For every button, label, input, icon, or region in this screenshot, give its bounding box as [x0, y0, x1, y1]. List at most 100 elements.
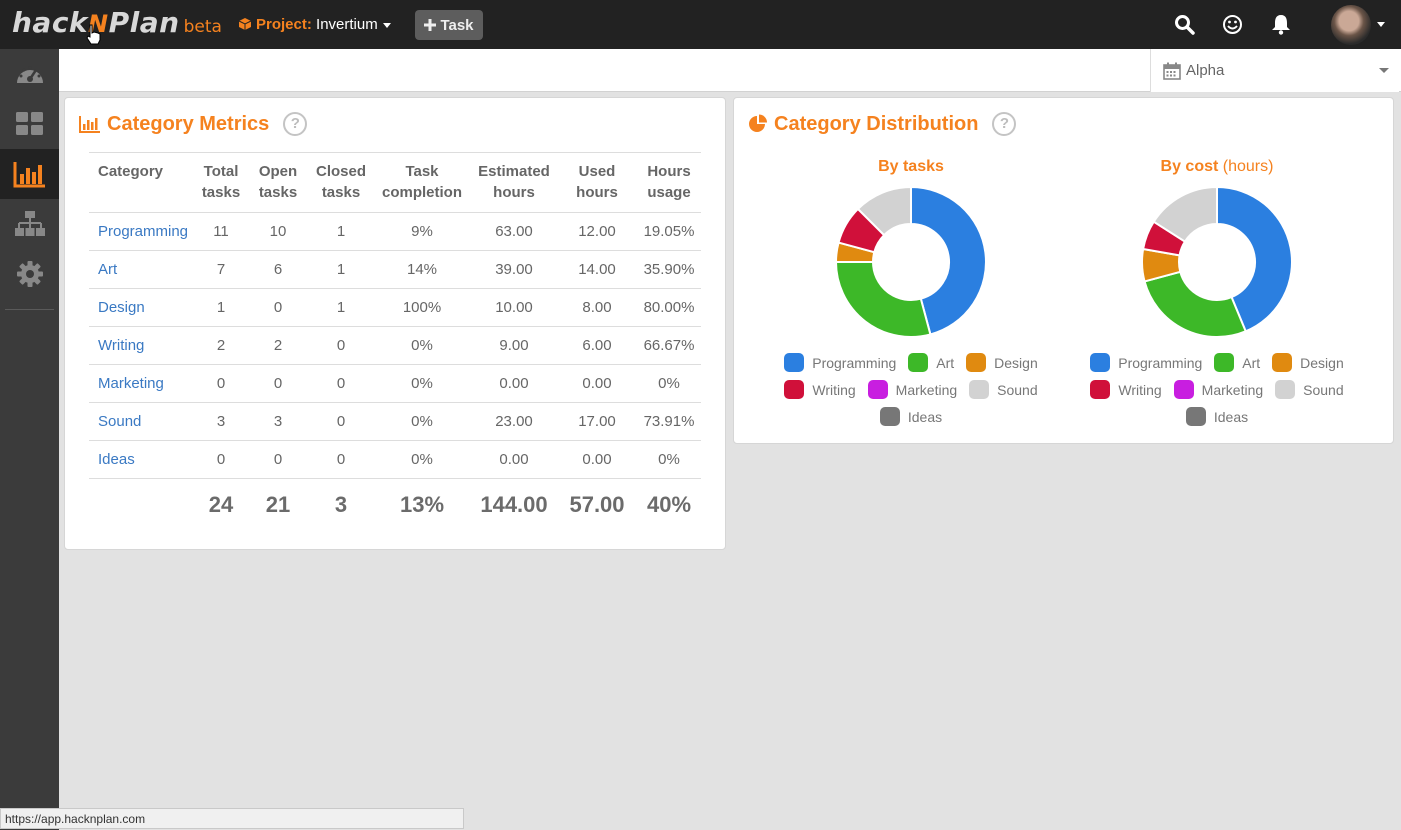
column-header-used-hours[interactable]: Used hours	[557, 152, 637, 213]
legend-swatch	[969, 380, 990, 399]
legend-item-design[interactable]: Design	[1272, 353, 1344, 372]
table-cell: 0%	[373, 440, 471, 479]
smiley-icon[interactable]	[1222, 14, 1243, 35]
table-cell: 63.00	[471, 212, 557, 251]
column-header-estimated-hours[interactable]: Estimated hours	[471, 152, 557, 213]
total-cell: 144.00	[480, 491, 548, 517]
legend-item-ideas[interactable]: Ideas	[1185, 407, 1249, 426]
legend-item-art[interactable]: Art	[908, 353, 954, 372]
category-link[interactable]: Programming	[89, 212, 195, 251]
legend-swatch	[1173, 380, 1194, 399]
hand-cursor-icon	[86, 24, 101, 45]
legend-label: Sound	[1303, 381, 1344, 398]
donut-slice-programming[interactable]	[1216, 186, 1293, 333]
milestone-select[interactable]: Alpha	[1150, 49, 1399, 92]
category-distribution-title: Category Distribution ?	[748, 112, 1017, 136]
legend-item-design[interactable]: Design	[966, 353, 1038, 372]
column-header-hours-usage[interactable]: Hours usage	[637, 152, 701, 213]
donut-slice-sound[interactable]	[856, 186, 912, 237]
table-cell: 10	[247, 212, 309, 251]
bell-icon[interactable]	[1271, 14, 1291, 35]
beta-badge: beta	[183, 17, 222, 37]
legend-item-marketing[interactable]: Marketing	[867, 380, 957, 399]
category-link[interactable]: Marketing	[89, 364, 195, 403]
table-cell: 7	[195, 250, 247, 289]
table-cell: 1	[309, 212, 373, 251]
category-link[interactable]: Design	[89, 288, 195, 327]
project-name: Invertium	[316, 16, 378, 33]
browser-status-url: https://app.hacknplan.com	[0, 808, 464, 829]
column-header-task-completion[interactable]: Task completion	[373, 152, 471, 213]
legend-label: Art	[936, 354, 955, 371]
category-link[interactable]: Sound	[89, 402, 195, 441]
donut-slice-art[interactable]	[835, 261, 932, 338]
sidebar-item-settings[interactable]	[0, 249, 59, 299]
donut-slice-sound[interactable]	[1152, 186, 1218, 243]
legend-item-ideas[interactable]: Ideas	[879, 407, 942, 426]
table-cell: 0%	[637, 440, 701, 479]
column-header-closed-tasks[interactable]: Closed tasks	[309, 152, 373, 213]
help-icon[interactable]: ?	[283, 112, 308, 136]
legend-item-sound[interactable]: Sound	[969, 380, 1038, 399]
table-cell: 3	[195, 402, 247, 441]
table-cell: 23.00	[471, 402, 557, 441]
sidebar-item-metrics[interactable]	[0, 149, 59, 199]
legend-item-marketing[interactable]: Marketing	[1173, 380, 1264, 399]
table-cell: 0	[195, 440, 247, 479]
table-cell: 8.00	[557, 288, 637, 327]
search-icon[interactable]	[1174, 14, 1195, 35]
table-row: Art 7 6 1 14% 39.00 14.00 35.90%	[89, 250, 701, 289]
category-link[interactable]: Art	[89, 250, 195, 289]
table-cell: 1	[309, 288, 373, 327]
user-avatar[interactable]	[1331, 5, 1371, 45]
legend-item-programming[interactable]: Programming	[1090, 353, 1202, 372]
table-row: Writing 2 2 0 0% 9.00 6.00 66.67%	[89, 326, 701, 365]
legend-item-programming[interactable]: Programming	[784, 353, 896, 372]
table-cell: 0	[195, 364, 247, 403]
project-selector[interactable]: Project: Invertium	[238, 16, 391, 33]
column-header-category[interactable]: Category	[89, 152, 195, 213]
legend-label: Programming	[1118, 354, 1203, 371]
legend-swatch	[966, 353, 987, 372]
legend-label: Programming	[812, 354, 897, 371]
donut-chart-by-tasks[interactable]	[835, 186, 987, 338]
total-cell: 3	[334, 491, 348, 517]
add-task-button[interactable]: Task	[415, 10, 483, 40]
chart-title: By tasks	[878, 158, 944, 175]
legend-item-writing[interactable]: Writing	[1090, 380, 1162, 399]
category-metrics-panel: Category Metrics ? Category Total tasks O…	[64, 97, 726, 550]
legend-label: Art	[1242, 354, 1261, 371]
sidebar-item-dashboard[interactable]	[0, 49, 59, 99]
total-cell	[89, 479, 195, 531]
legend-label: Writing	[1118, 381, 1162, 398]
donut-slice-art[interactable]	[1143, 270, 1248, 338]
category-link[interactable]: Writing	[89, 326, 195, 365]
calendar-icon	[1163, 62, 1181, 80]
category-link[interactable]: Ideas	[89, 440, 195, 479]
app-logo[interactable]: hackNPlan beta	[12, 6, 222, 39]
logo-text-right: Plan	[108, 6, 180, 39]
sidebar-item-design-model[interactable]	[0, 199, 59, 249]
table-row: Marketing 0 0 0 0% 0.00 0.00 0%	[89, 364, 701, 403]
chevron-down-icon	[1379, 68, 1389, 73]
legend-label: Design	[1300, 354, 1344, 371]
logo-mark: N	[88, 10, 109, 38]
legend-swatch	[879, 407, 900, 426]
donut-chart-by-cost[interactable]	[1141, 186, 1293, 338]
hierarchy-icon	[14, 211, 45, 236]
table-cell: 0	[247, 440, 309, 479]
legend-swatch	[784, 353, 805, 372]
legend-item-sound[interactable]: Sound	[1275, 380, 1344, 399]
chevron-down-icon[interactable]	[1377, 22, 1385, 27]
column-header-open-tasks[interactable]: Open tasks	[247, 152, 309, 213]
legend-label: Ideas	[1213, 408, 1249, 425]
table-cell: 80.00%	[637, 288, 701, 327]
legend-label: Marketing	[1201, 381, 1264, 398]
donut-slice-programming[interactable]	[910, 186, 987, 336]
sidebar-item-boards[interactable]	[0, 99, 59, 149]
legend-item-art[interactable]: Art	[1214, 353, 1260, 372]
legend-item-writing[interactable]: Writing	[784, 380, 856, 399]
column-header-total-tasks[interactable]: Total tasks	[195, 152, 247, 213]
help-icon[interactable]: ?	[992, 112, 1017, 136]
project-label: Project:	[256, 16, 312, 33]
